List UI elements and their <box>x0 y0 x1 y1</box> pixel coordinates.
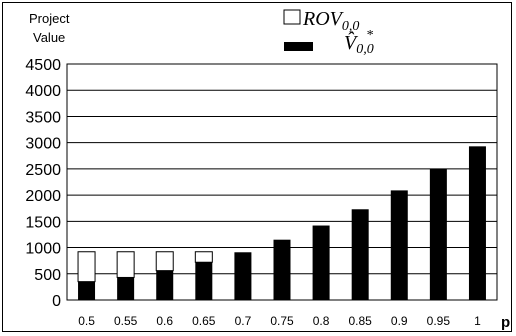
bar-rov <box>77 251 96 283</box>
bar-vstar <box>468 146 486 300</box>
x-tick-label: 0.9 <box>391 314 408 328</box>
y-tick-label: 500 <box>34 267 61 284</box>
bar-vstar <box>312 225 330 300</box>
bar-vstar <box>273 239 291 300</box>
x-tick-label: 0.65 <box>192 314 216 328</box>
legend-swatch-vstar <box>284 42 313 51</box>
y-tick-label: 2500 <box>25 162 61 179</box>
x-axis-label: p <box>501 314 510 331</box>
bar-rov <box>194 251 213 263</box>
y-tick-label: 4000 <box>25 83 61 100</box>
bar-vstar <box>156 270 174 300</box>
chart-frame: Project Value ROV0,0 * V̂0,0 0 500 1000 150… <box>2 2 512 332</box>
y-axis-label-line-1: Project <box>29 11 70 26</box>
bar-vstar <box>78 281 96 300</box>
y-tick-label: 2000 <box>25 188 61 205</box>
y-tick-labels: 0 500 1000 1500 2000 2500 3000 3500 4000 4500 <box>25 57 61 310</box>
x-tick-label: 0.6 <box>156 314 173 328</box>
x-tick-label: 0.7 <box>235 314 252 328</box>
legend-swatch-rov <box>283 9 301 25</box>
bar-vstar <box>351 209 369 300</box>
bar-rov <box>155 251 174 272</box>
bar-chart: Project Value ROV0,0 * V̂0,0 0 500 1000 150… <box>25 8 510 331</box>
bar-vstar <box>117 277 135 300</box>
legend-label-vstar: V̂0,0 <box>344 31 374 57</box>
bars <box>77 146 486 300</box>
bar-vstar <box>234 252 252 300</box>
legend-label-vstar-superscript: * <box>366 28 373 43</box>
x-tick-label: 0.85 <box>349 314 373 328</box>
y-tick-label: 0 <box>52 293 61 310</box>
bar-vstar <box>390 190 408 300</box>
x-tick-label: 0.75 <box>270 314 294 328</box>
y-tick-label: 1000 <box>25 241 61 258</box>
x-tick-label: 0.8 <box>313 314 330 328</box>
plot-area-border <box>66 63 498 301</box>
y-tick-label: 4500 <box>25 57 61 74</box>
x-tick-label: 0.5 <box>78 314 95 328</box>
bar-vstar <box>195 262 213 300</box>
y-tick-label: 3500 <box>25 109 61 126</box>
x-tick-label: 0.95 <box>427 314 451 328</box>
bar-rov <box>116 251 135 278</box>
y-axis-label-line-2: Value <box>33 30 65 45</box>
x-tick-labels: 0.5 0.55 0.6 0.65 0.7 0.75 0.8 0.85 0.9 0.95 1 <box>78 314 481 328</box>
x-tick-label: 0.55 <box>114 314 138 328</box>
legend-label-rov: ROV0,0 <box>302 8 359 34</box>
x-tick-label: 1 <box>474 314 481 328</box>
y-tick-label: 3000 <box>25 136 61 153</box>
y-tick-label: 1500 <box>25 214 61 231</box>
bar-vstar <box>429 168 447 300</box>
